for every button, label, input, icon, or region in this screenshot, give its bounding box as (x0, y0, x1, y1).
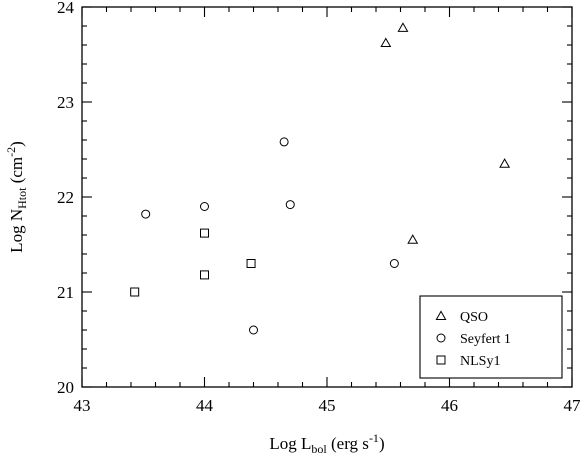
seyfert-1-point (285, 200, 295, 210)
data-points (130, 22, 511, 335)
seyfert-1-point (389, 259, 399, 268)
legend-marker-qso (435, 310, 447, 320)
x-axis-title: Log Lbol (erg s-1) (269, 431, 384, 456)
y-tick-label: 20 (57, 378, 74, 397)
axis-ticks (81, 6, 573, 388)
seyfert-1-point (200, 202, 209, 211)
x-tick-label: 46 (441, 396, 458, 415)
y-tick-label: 21 (57, 283, 74, 302)
y-tick-label: 22 (57, 188, 74, 207)
y-tick-label: 23 (57, 93, 74, 112)
x-tick-label: 45 (319, 396, 336, 415)
legend-marker-nlsy1 (436, 355, 446, 365)
nlsy1-point (200, 228, 209, 238)
tick-labels: 43 44 45 46 47 20 21 22 23 24 (57, 0, 581, 415)
x-tick-label: 47 (564, 396, 581, 415)
legend: QSO Seyfert 1 NLSy1 (419, 295, 563, 379)
legend-label-nlsy1: NLSy1 (460, 354, 500, 369)
seyfert-1-point (141, 209, 151, 219)
qso-point (499, 158, 511, 168)
seyfert-1-point (279, 137, 289, 147)
y-tick-label: 24 (57, 0, 75, 17)
x-tick-label: 44 (196, 396, 214, 415)
legend-items: QSO Seyfert 1 NLSy1 (435, 310, 511, 369)
nlsy1-point (200, 270, 209, 280)
seyfert-1-point (249, 325, 258, 335)
qso-point (407, 234, 419, 244)
nlsy1-point (130, 287, 140, 297)
y-axis-title: Log NHtot (cm-2) (4, 141, 29, 253)
nlsy1-point (246, 259, 256, 268)
qso-point (397, 22, 409, 32)
legend-label-qso: QSO (460, 310, 488, 325)
qso-point (380, 37, 392, 48)
legend-label-seyfert-1: Seyfert 1 (460, 332, 511, 347)
legend-marker-seyfert-1 (436, 333, 446, 343)
x-tick-label: 43 (74, 396, 91, 415)
